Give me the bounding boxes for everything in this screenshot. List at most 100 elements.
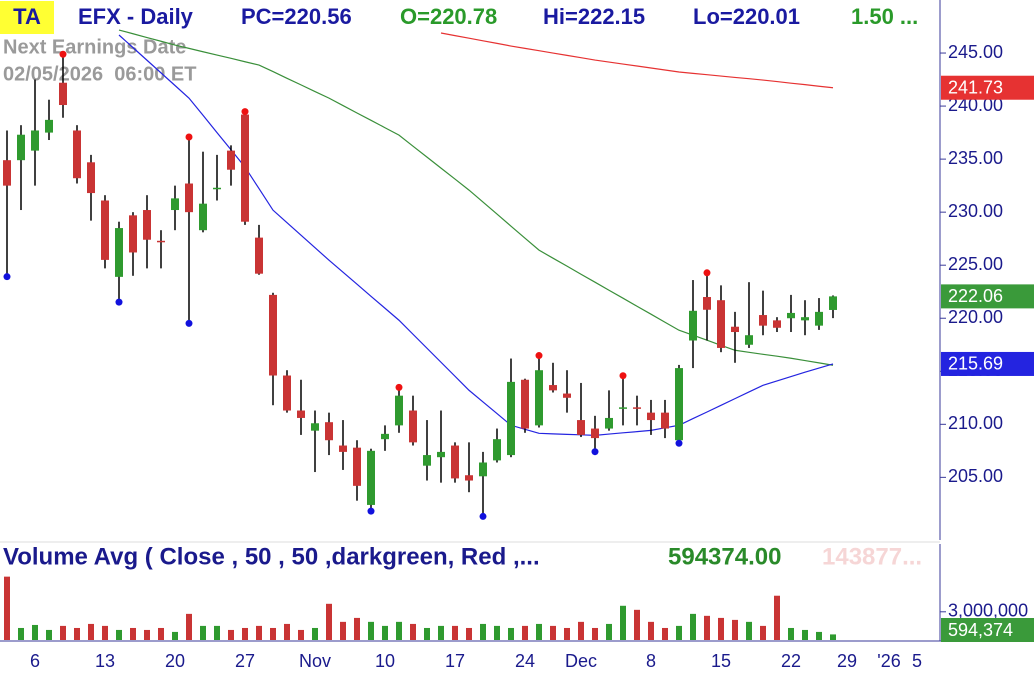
badge: TA [13,4,41,29]
candle-body [325,422,333,441]
volume-bar [60,625,66,640]
volume-bar [410,623,416,640]
volume-bar [158,627,164,640]
volume-bar [830,634,836,640]
swing-high-dot [185,133,193,141]
candle-body [255,237,263,274]
volume-bar [536,623,542,640]
swing-low-dot [185,319,193,327]
y-tick-label: 3,000,000 [948,601,1028,621]
candle-body [395,395,403,426]
candle-body [661,412,669,429]
volume-bar [690,613,696,640]
volume-bar [746,621,752,640]
volume-bar [144,629,150,640]
candle-body [311,423,319,431]
prev-close: PC=220.56 [241,4,352,29]
badge-bg [0,1,54,34]
moving-average [118,34,834,436]
line-tag: 241.73 [948,77,1003,97]
candle-body [815,311,823,326]
y-tick-label: 210.00 [948,413,1003,433]
x-tick-label: 22 [781,651,801,671]
volume-bar [354,617,360,640]
candle-body [591,428,599,439]
symbol: EFX - Daily [78,4,194,29]
volume-bar [788,627,794,640]
candle-body [689,310,697,341]
candle-body [213,187,221,190]
candle-body [3,160,11,186]
candle-body [759,315,767,326]
volume-bar [550,625,556,640]
candle-body [801,317,809,321]
x-tick-label: 6 [30,651,40,671]
candle-body [353,447,361,486]
swing-high-dot [535,352,543,360]
candle-body [787,312,795,319]
volume-bar [438,625,444,640]
candle-body [241,114,249,222]
candle-body [227,150,235,170]
candle-body [423,455,431,466]
x-tick-label: 8 [646,651,656,671]
candle-body [437,451,445,458]
candle-body [297,410,305,418]
candle-body [493,439,501,461]
candle-body [731,326,739,333]
volume-bar [704,615,710,640]
x-tick-label: 5 [912,651,922,671]
candle-body [773,320,781,328]
volume-bar [214,625,220,640]
volume-bar [732,619,738,640]
volume-bar [368,621,374,640]
volume-bar [102,625,108,640]
volume-bar [592,627,598,640]
candle-body [283,375,291,411]
volume-bar [508,627,514,640]
x-tick-label: Dec [565,651,597,671]
line-tag: 215.69 [948,354,1003,374]
y-tick-label: 230.00 [948,201,1003,221]
volume-bar [424,627,430,640]
volume-bar [270,627,276,640]
swing-high-dot [619,372,627,380]
candle-body [381,433,389,440]
candle-body [745,335,753,345]
candle-body [465,475,473,481]
x-tick-label: 20 [165,651,185,671]
volume-bar [326,603,332,640]
candle-body [409,410,417,443]
volume-bar [662,627,668,640]
candle-body [17,134,25,161]
y-tick-label: 235.00 [948,148,1003,168]
candle-body [157,240,165,243]
volume-bar [774,595,780,640]
volume-bar [816,631,822,640]
candle-body [521,379,529,429]
x-tick-label: '26 [877,651,900,671]
x-tick-label: Nov [299,651,331,671]
candle-body [143,210,151,240]
swing-low-dot [479,512,487,520]
candle-body [479,462,487,477]
candle-body [675,368,683,441]
change: 1.50 ... [851,4,918,29]
volume-legend-value-2: 143877... [822,543,922,570]
volume-legend-value: 594374.00 [668,543,781,570]
volume-bar [522,625,528,640]
candle-body [703,297,711,310]
volume-bar [620,605,626,640]
volume-bar [74,627,80,640]
volume-bar [256,625,262,640]
candle-body [563,393,571,398]
candle-body [367,450,375,505]
candle-body [171,198,179,211]
volume-bar [284,623,290,640]
swing-low-dot [675,439,683,447]
earnings-date: 02/05/2026 06:00 ET [3,63,196,85]
candle-body [31,130,39,151]
